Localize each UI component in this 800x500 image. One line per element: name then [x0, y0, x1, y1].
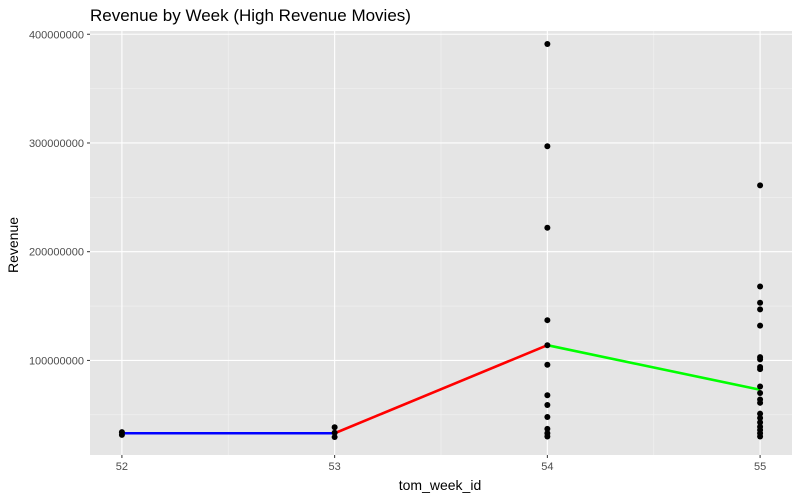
data-point	[757, 415, 764, 422]
data-point	[544, 143, 551, 150]
data-point	[757, 383, 764, 390]
chart-title: Revenue by Week (High Revenue Movies)	[90, 6, 411, 25]
data-point	[118, 429, 125, 436]
y-tick-label: 100000000	[29, 355, 84, 367]
x-tick-label: 52	[116, 461, 128, 473]
data-point	[331, 434, 338, 441]
y-tick-label: 300000000	[29, 138, 84, 150]
data-point	[544, 342, 551, 349]
data-point	[757, 356, 764, 363]
trend-segments	[121, 343, 761, 435]
x-tick-label: 53	[329, 461, 341, 473]
data-point	[757, 182, 764, 189]
data-point	[757, 299, 764, 306]
data-point	[544, 317, 551, 324]
trend-segment	[334, 343, 548, 435]
data-point	[757, 433, 764, 440]
x-axis-ticks: 52 53 54 55	[116, 455, 766, 473]
data-point	[544, 41, 551, 48]
x-tick-label: 55	[754, 461, 766, 473]
y-tick-label: 400000000	[29, 29, 84, 41]
data-point	[544, 224, 551, 231]
y-tick-label: 200000000	[29, 247, 84, 259]
y-axis-title: Revenue	[5, 217, 21, 273]
data-point	[331, 429, 338, 436]
data-point	[544, 413, 551, 420]
data-point	[544, 433, 551, 440]
x-axis-title: tom_week_id	[399, 477, 482, 493]
data-point	[544, 401, 551, 408]
data-point	[757, 399, 764, 406]
data-point	[757, 419, 764, 426]
data-point	[757, 366, 764, 373]
data-point	[544, 425, 551, 432]
data-point	[757, 410, 764, 417]
data-point	[757, 306, 764, 313]
major-gridlines	[90, 31, 792, 455]
minor-gridlines	[90, 31, 792, 455]
data-point	[544, 361, 551, 368]
data-point	[757, 390, 764, 397]
x-tick-label: 54	[541, 461, 553, 473]
data-point	[544, 392, 551, 399]
data-point	[331, 424, 338, 431]
trend-segment	[547, 343, 761, 392]
y-axis-ticks: 100000000 200000000 300000000 400000000	[29, 29, 90, 367]
data-points	[118, 41, 764, 441]
data-point	[757, 283, 764, 290]
data-point	[757, 322, 764, 329]
